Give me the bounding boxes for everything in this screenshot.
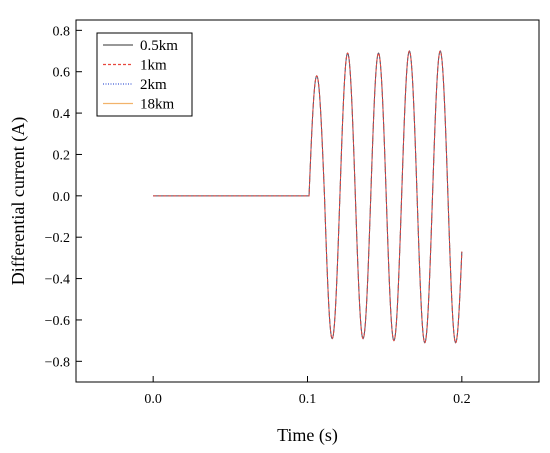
y-tick-label: −0.4 [45,273,70,288]
plot-frame [75,19,540,383]
y-tick-label: −0.2 [45,231,70,246]
series-line-1km [153,50,463,344]
y-tick-label: 0.6 [53,66,71,81]
x-tick-label: 0.2 [453,392,471,407]
legend-label: 0.5km [140,38,178,54]
y-tick-label: 0.0 [53,190,71,205]
y-tick-label: 0.8 [53,24,71,39]
legend-label: 1km [140,58,167,74]
legend-label: 18km [140,97,175,113]
legend-label: 2km [140,77,167,93]
x-tick-label: 0.0 [144,392,162,407]
y-tick-label: −0.8 [45,355,70,370]
x-tick-label: 0.1 [299,392,317,407]
y-tick-label: 0.4 [53,107,71,122]
tick-layer: 0.0 0.1 0.2 −0.8 −0.6 −0.4 −0.2 0.0 0.2 0.4 0.6 0.8 [45,24,471,407]
series-layer [153,50,463,344]
y-axis-title: Differential current (A) [8,117,29,286]
y-tick-label: 0.2 [53,148,71,163]
legend: 0.5km 1km 2km 18km [96,32,193,117]
y-tick-label: −0.6 [45,314,70,329]
legend-box [96,32,193,117]
x-axis-title: Time (s) [277,425,338,446]
